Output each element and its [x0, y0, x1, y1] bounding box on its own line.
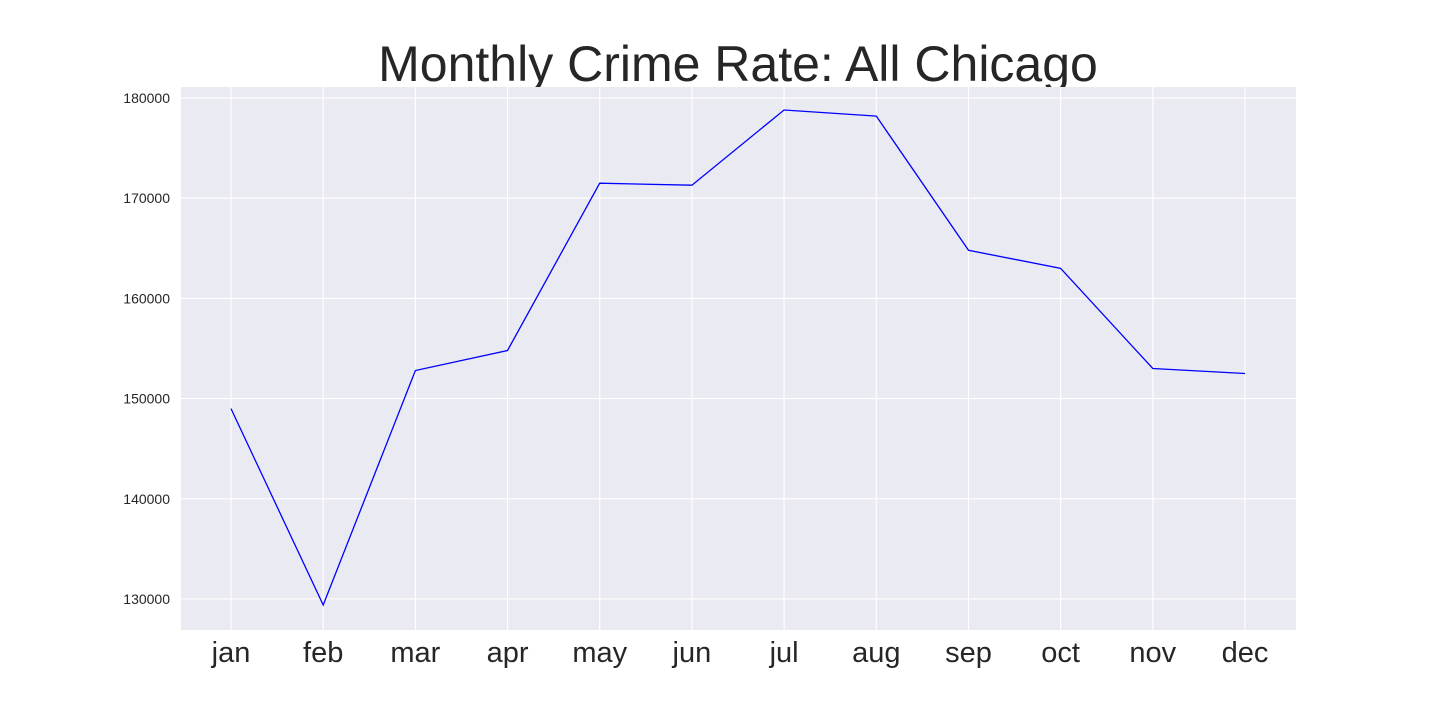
x-tick-label: oct	[1041, 637, 1080, 669]
y-tick-label: 180000	[123, 90, 170, 106]
x-tick-label: apr	[487, 637, 529, 669]
x-tick-label: nov	[1129, 637, 1176, 669]
x-tick-label: feb	[303, 637, 343, 669]
y-tick-label: 150000	[123, 391, 170, 407]
y-tick-label: 160000	[123, 290, 170, 306]
y-axis: 130000 140000 150000 160000 170000 180000	[123, 90, 170, 607]
plot-area	[181, 87, 1296, 630]
y-tick-label: 170000	[123, 190, 170, 206]
x-tick-label: aug	[852, 637, 900, 669]
x-tick-label: mar	[390, 637, 440, 669]
x-tick-label: dec	[1222, 637, 1269, 669]
x-tick-label: sep	[945, 637, 992, 669]
y-tick-label: 140000	[123, 491, 170, 507]
grid	[181, 87, 1296, 630]
x-tick-label: jun	[672, 637, 712, 669]
y-tick-label: 130000	[123, 591, 170, 607]
x-axis: jan feb mar apr may jun jul aug sep oct nov dec	[211, 637, 1269, 669]
chart-title: Monthly Crime Rate: All Chicago	[378, 36, 1098, 92]
series-line	[230, 109, 1246, 607]
x-tick-label: jan	[211, 637, 251, 669]
x-tick-label: may	[572, 637, 627, 669]
series-group	[230, 109, 1246, 607]
x-tick-label: jul	[769, 637, 799, 669]
